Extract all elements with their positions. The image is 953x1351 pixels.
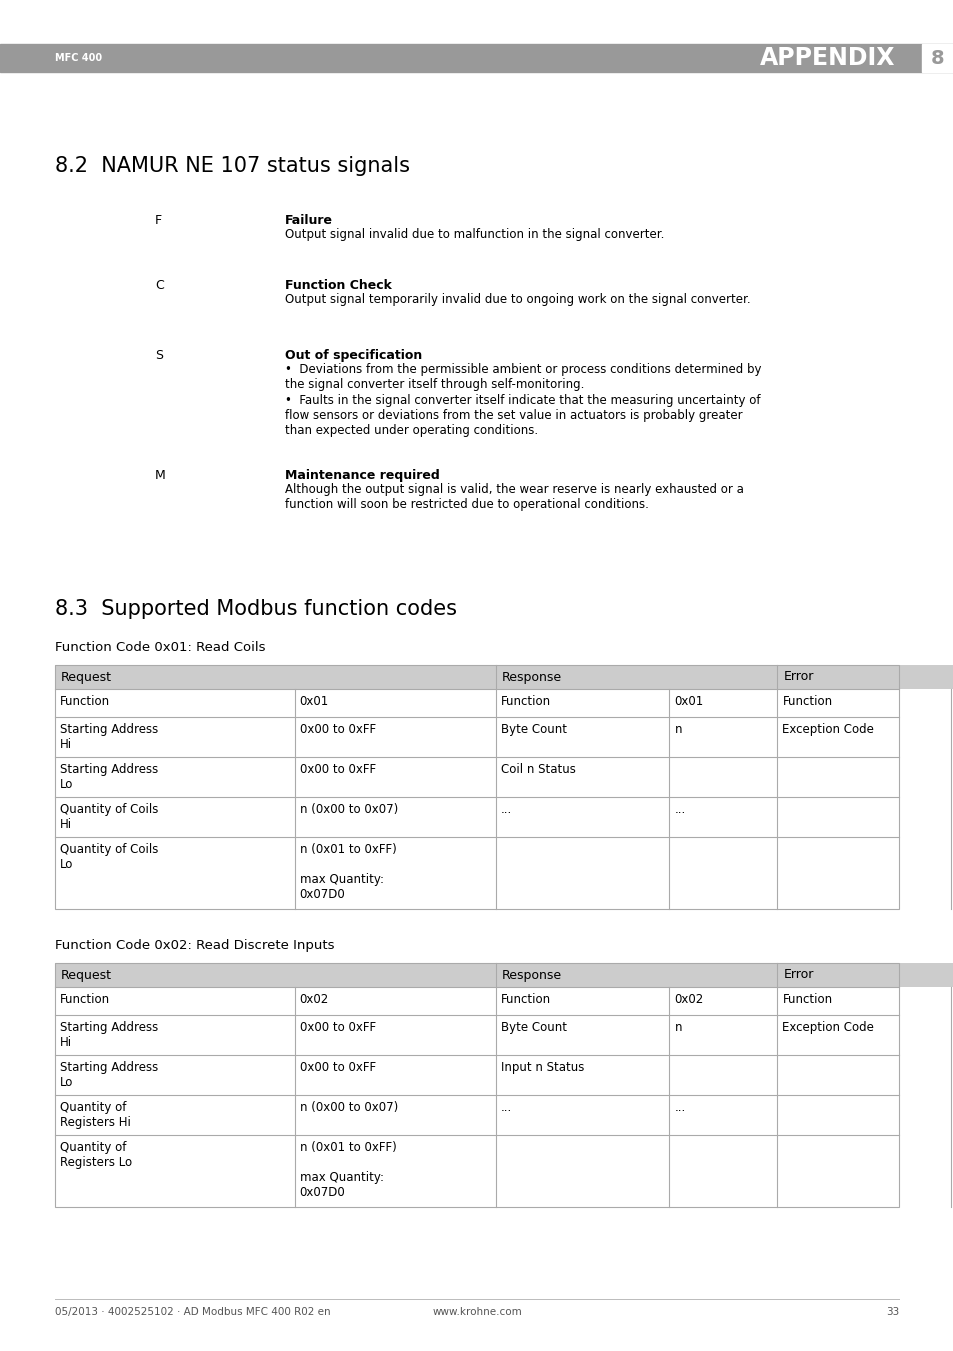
Bar <box>921 45 953 72</box>
Text: ...: ... <box>674 1101 685 1115</box>
Text: n (0x01 to 0xFF)

max Quantity:
0x07D0: n (0x01 to 0xFF) max Quantity: 0x07D0 <box>299 843 396 901</box>
Text: Function: Function <box>60 694 110 708</box>
Text: ...: ... <box>500 802 511 816</box>
Text: Response: Response <box>501 969 561 981</box>
Text: ...: ... <box>674 802 685 816</box>
Text: 0x01: 0x01 <box>674 694 703 708</box>
Text: Starting Address
Hi: Starting Address Hi <box>60 1021 158 1048</box>
Text: Exception Code: Exception Code <box>781 723 873 736</box>
Text: Function Check: Function Check <box>285 280 392 292</box>
Text: Starting Address
Hi: Starting Address Hi <box>60 723 158 751</box>
Text: Coil n Status: Coil n Status <box>500 763 575 775</box>
Text: Byte Count: Byte Count <box>500 723 566 736</box>
Bar <box>495 963 777 988</box>
Text: n (0x00 to 0x07): n (0x00 to 0x07) <box>299 1101 397 1115</box>
Text: Output signal temporarily invalid due to ongoing work on the signal converter.: Output signal temporarily invalid due to… <box>285 293 750 305</box>
Bar <box>777 963 953 988</box>
Text: Quantity of Coils
Lo: Quantity of Coils Lo <box>60 843 158 871</box>
Text: Function Code 0x01: Read Coils: Function Code 0x01: Read Coils <box>55 640 265 654</box>
Text: S: S <box>154 349 163 362</box>
Bar <box>55 665 495 689</box>
Text: 8.3  Supported Modbus function codes: 8.3 Supported Modbus function codes <box>55 598 456 619</box>
Bar <box>777 665 953 689</box>
Text: •  Deviations from the permissible ambient or process conditions determined by
t: • Deviations from the permissible ambien… <box>285 363 760 390</box>
Text: n: n <box>674 1021 681 1034</box>
Text: Starting Address
Lo: Starting Address Lo <box>60 763 158 790</box>
Bar <box>0 45 953 72</box>
Text: Exception Code: Exception Code <box>781 1021 873 1034</box>
Bar <box>55 665 898 909</box>
Text: Quantity of Coils
Hi: Quantity of Coils Hi <box>60 802 158 831</box>
Bar <box>55 963 898 1206</box>
Text: Function: Function <box>500 694 550 708</box>
Bar <box>495 665 777 689</box>
Text: Error: Error <box>782 670 813 684</box>
Text: n (0x01 to 0xFF)

max Quantity:
0x07D0: n (0x01 to 0xFF) max Quantity: 0x07D0 <box>299 1142 396 1198</box>
Text: M: M <box>154 469 166 482</box>
Text: Function: Function <box>781 694 832 708</box>
Text: C: C <box>154 280 164 292</box>
Text: 0x00 to 0xFF: 0x00 to 0xFF <box>299 763 375 775</box>
Text: Function: Function <box>60 993 110 1006</box>
Text: Function: Function <box>500 993 550 1006</box>
Text: Out of specification: Out of specification <box>285 349 422 362</box>
Text: ...: ... <box>500 1101 511 1115</box>
Text: Quantity of
Registers Lo: Quantity of Registers Lo <box>60 1142 132 1169</box>
Text: 0x02: 0x02 <box>299 993 329 1006</box>
Text: Failure: Failure <box>285 213 333 227</box>
Text: Quantity of
Registers Hi: Quantity of Registers Hi <box>60 1101 131 1129</box>
Text: www.krohne.com: www.krohne.com <box>432 1306 521 1317</box>
Text: 0x00 to 0xFF: 0x00 to 0xFF <box>299 1021 375 1034</box>
Text: APPENDIX: APPENDIX <box>760 46 895 70</box>
Text: 0x00 to 0xFF: 0x00 to 0xFF <box>299 723 375 736</box>
Text: Maintenance required: Maintenance required <box>285 469 439 482</box>
Text: 0x01: 0x01 <box>299 694 329 708</box>
Text: 8: 8 <box>930 49 943 68</box>
Text: Although the output signal is valid, the wear reserve is nearly exhausted or a
f: Although the output signal is valid, the… <box>285 484 743 511</box>
Text: 0x02: 0x02 <box>674 993 703 1006</box>
Text: MFC 400: MFC 400 <box>55 53 102 63</box>
Text: F: F <box>154 213 162 227</box>
Text: 0x00 to 0xFF: 0x00 to 0xFF <box>299 1061 375 1074</box>
Text: 33: 33 <box>884 1306 898 1317</box>
Text: Request: Request <box>61 670 112 684</box>
Text: 8.2  NAMUR NE 107 status signals: 8.2 NAMUR NE 107 status signals <box>55 155 410 176</box>
Text: Starting Address
Lo: Starting Address Lo <box>60 1061 158 1089</box>
Text: Function: Function <box>781 993 832 1006</box>
Text: Output signal invalid due to malfunction in the signal converter.: Output signal invalid due to malfunction… <box>285 228 663 240</box>
Text: Function Code 0x02: Read Discrete Inputs: Function Code 0x02: Read Discrete Inputs <box>55 939 335 952</box>
Text: Response: Response <box>501 670 561 684</box>
Text: Input n Status: Input n Status <box>500 1061 583 1074</box>
Text: n (0x00 to 0x07): n (0x00 to 0x07) <box>299 802 397 816</box>
Text: Byte Count: Byte Count <box>500 1021 566 1034</box>
Bar <box>55 963 495 988</box>
Text: n: n <box>674 723 681 736</box>
Text: •  Faults in the signal converter itself indicate that the measuring uncertainty: • Faults in the signal converter itself … <box>285 394 760 436</box>
Text: 05/2013 · 4002525102 · AD Modbus MFC 400 R02 en: 05/2013 · 4002525102 · AD Modbus MFC 400… <box>55 1306 331 1317</box>
Text: Request: Request <box>61 969 112 981</box>
Text: Error: Error <box>782 969 813 981</box>
